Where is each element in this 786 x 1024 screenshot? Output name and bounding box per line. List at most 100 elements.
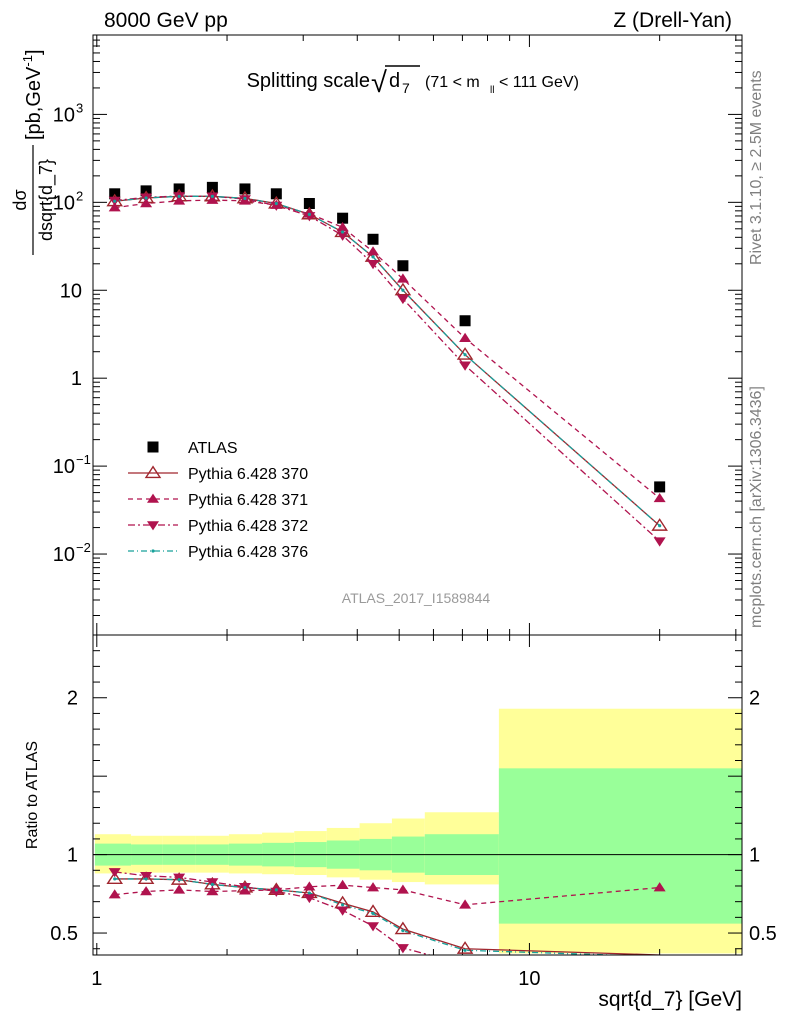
data-point <box>341 230 345 234</box>
data-point <box>367 246 380 256</box>
y-tick-label: 10 <box>60 280 82 302</box>
legend-marker <box>147 521 159 531</box>
legend-label: Pythia 6.428 376 <box>188 544 308 561</box>
analysis-watermark: ATLAS_2017_I1589844 <box>342 590 491 606</box>
ratio-point <box>396 884 409 894</box>
stat-uncertainty-band <box>498 768 742 924</box>
data-point <box>371 255 375 259</box>
y-tick-label: 10 <box>53 192 75 214</box>
title-cut-sub: ll <box>490 85 494 96</box>
y-tick-label: 10 <box>53 104 75 126</box>
y-tick-exponent: 2 <box>76 188 83 203</box>
series-line <box>114 195 661 527</box>
ratio-plot-frame <box>92 634 743 956</box>
data-point <box>654 481 666 493</box>
data-point <box>274 201 278 206</box>
ratio-point <box>108 868 121 878</box>
ratio-tick-label-right: 0.5 <box>749 923 777 945</box>
data-point <box>113 199 117 203</box>
ratio-point <box>336 906 349 916</box>
ratio-point <box>243 885 247 890</box>
data-point <box>243 196 247 200</box>
legend-label: ATLAS <box>188 440 238 457</box>
ratio-point <box>108 889 121 899</box>
data-point <box>336 221 349 232</box>
title-var-sub: 7 <box>402 80 410 96</box>
ratio-point <box>341 903 345 907</box>
data-point <box>459 332 472 342</box>
ratio-tick-label-left: 0.5 <box>50 923 78 945</box>
legend-label: Pythia 6.428 372 <box>188 518 308 535</box>
ratio-point <box>274 888 278 892</box>
ratio-point <box>459 899 472 909</box>
ratio-point <box>307 891 311 895</box>
ratio-point <box>367 882 380 892</box>
data-point <box>459 315 471 327</box>
title-cut-close: < 111 GeV) <box>499 74 579 91</box>
y-label-denominator: dsqrt{d_7} <box>36 159 57 241</box>
series-lines <box>114 195 661 955</box>
ratio-point <box>173 884 186 894</box>
y-label-numerator: dσ <box>10 189 30 210</box>
ratio-point <box>140 872 153 882</box>
data-point <box>651 518 668 531</box>
x-tick-label: 1 <box>91 968 102 990</box>
data-point <box>653 492 666 503</box>
legend-label: Pythia 6.428 370 <box>188 466 308 483</box>
ratio-point <box>113 877 117 881</box>
ratio-line <box>114 878 632 955</box>
mcplots-label: mcplots.cern.ch [arXiv:1306.3436] <box>748 386 765 628</box>
data-point <box>396 273 409 283</box>
axis-ticks <box>93 34 742 955</box>
title-main: Splitting scale <box>247 70 370 92</box>
data-point <box>270 188 282 200</box>
data-point <box>239 183 251 195</box>
ratio-point <box>653 882 666 892</box>
ratio-point <box>170 872 188 885</box>
y-tick-label: 10 <box>53 456 75 478</box>
legend-label: Pythia 6.428 371 <box>188 492 308 509</box>
y-tick-label: 1 <box>71 368 82 390</box>
data-point <box>401 288 405 292</box>
data-point <box>394 282 412 296</box>
y-tick-exponent: −2 <box>76 540 91 555</box>
ratio-point <box>364 904 382 917</box>
ratio-tick-label-left: 2 <box>67 688 78 710</box>
ratio-point <box>210 882 214 887</box>
data-point <box>108 202 121 212</box>
series-line <box>114 199 661 499</box>
ratio-point <box>367 922 380 932</box>
data-point <box>459 361 472 371</box>
y-tick-exponent: −1 <box>76 452 91 467</box>
ratio-point <box>137 871 155 885</box>
ratio-y-label: Ratio to ATLAS <box>24 741 41 849</box>
series-line <box>114 195 661 542</box>
data-point <box>367 233 379 245</box>
y-axis-label: dσ dsqrt{d_7} [pb,GeV-1] <box>10 49 57 255</box>
legend-marker <box>144 465 162 479</box>
ratio-point <box>106 871 123 885</box>
rivet-version-label: Rivet 3.1.10, ≥ 2.5M events <box>748 70 765 265</box>
data-point <box>144 196 148 200</box>
data-point <box>177 194 181 198</box>
data-point <box>336 231 349 241</box>
ratio-point <box>371 911 375 916</box>
header-left: 8000 GeV pp <box>104 9 228 32</box>
data-point <box>337 212 349 224</box>
ratio-line <box>114 884 660 906</box>
data-point <box>463 353 467 357</box>
ratio-point <box>144 877 148 881</box>
ratio-point <box>303 881 316 891</box>
plot-title: Splitting scale √ d 7 (71 < m ll < 111 G… <box>247 65 579 99</box>
plot-frames <box>92 34 743 956</box>
ratio-point <box>303 893 316 904</box>
x-axis-label: sqrt{d_7} [GeV] <box>598 988 742 1011</box>
data-markers <box>106 181 668 954</box>
data-point <box>303 212 316 222</box>
title-sqrt-symbol: √ <box>371 67 387 99</box>
data-point <box>658 524 662 528</box>
y-label-units: [pb,GeV-1] <box>20 49 45 140</box>
legend-marker <box>147 441 159 453</box>
